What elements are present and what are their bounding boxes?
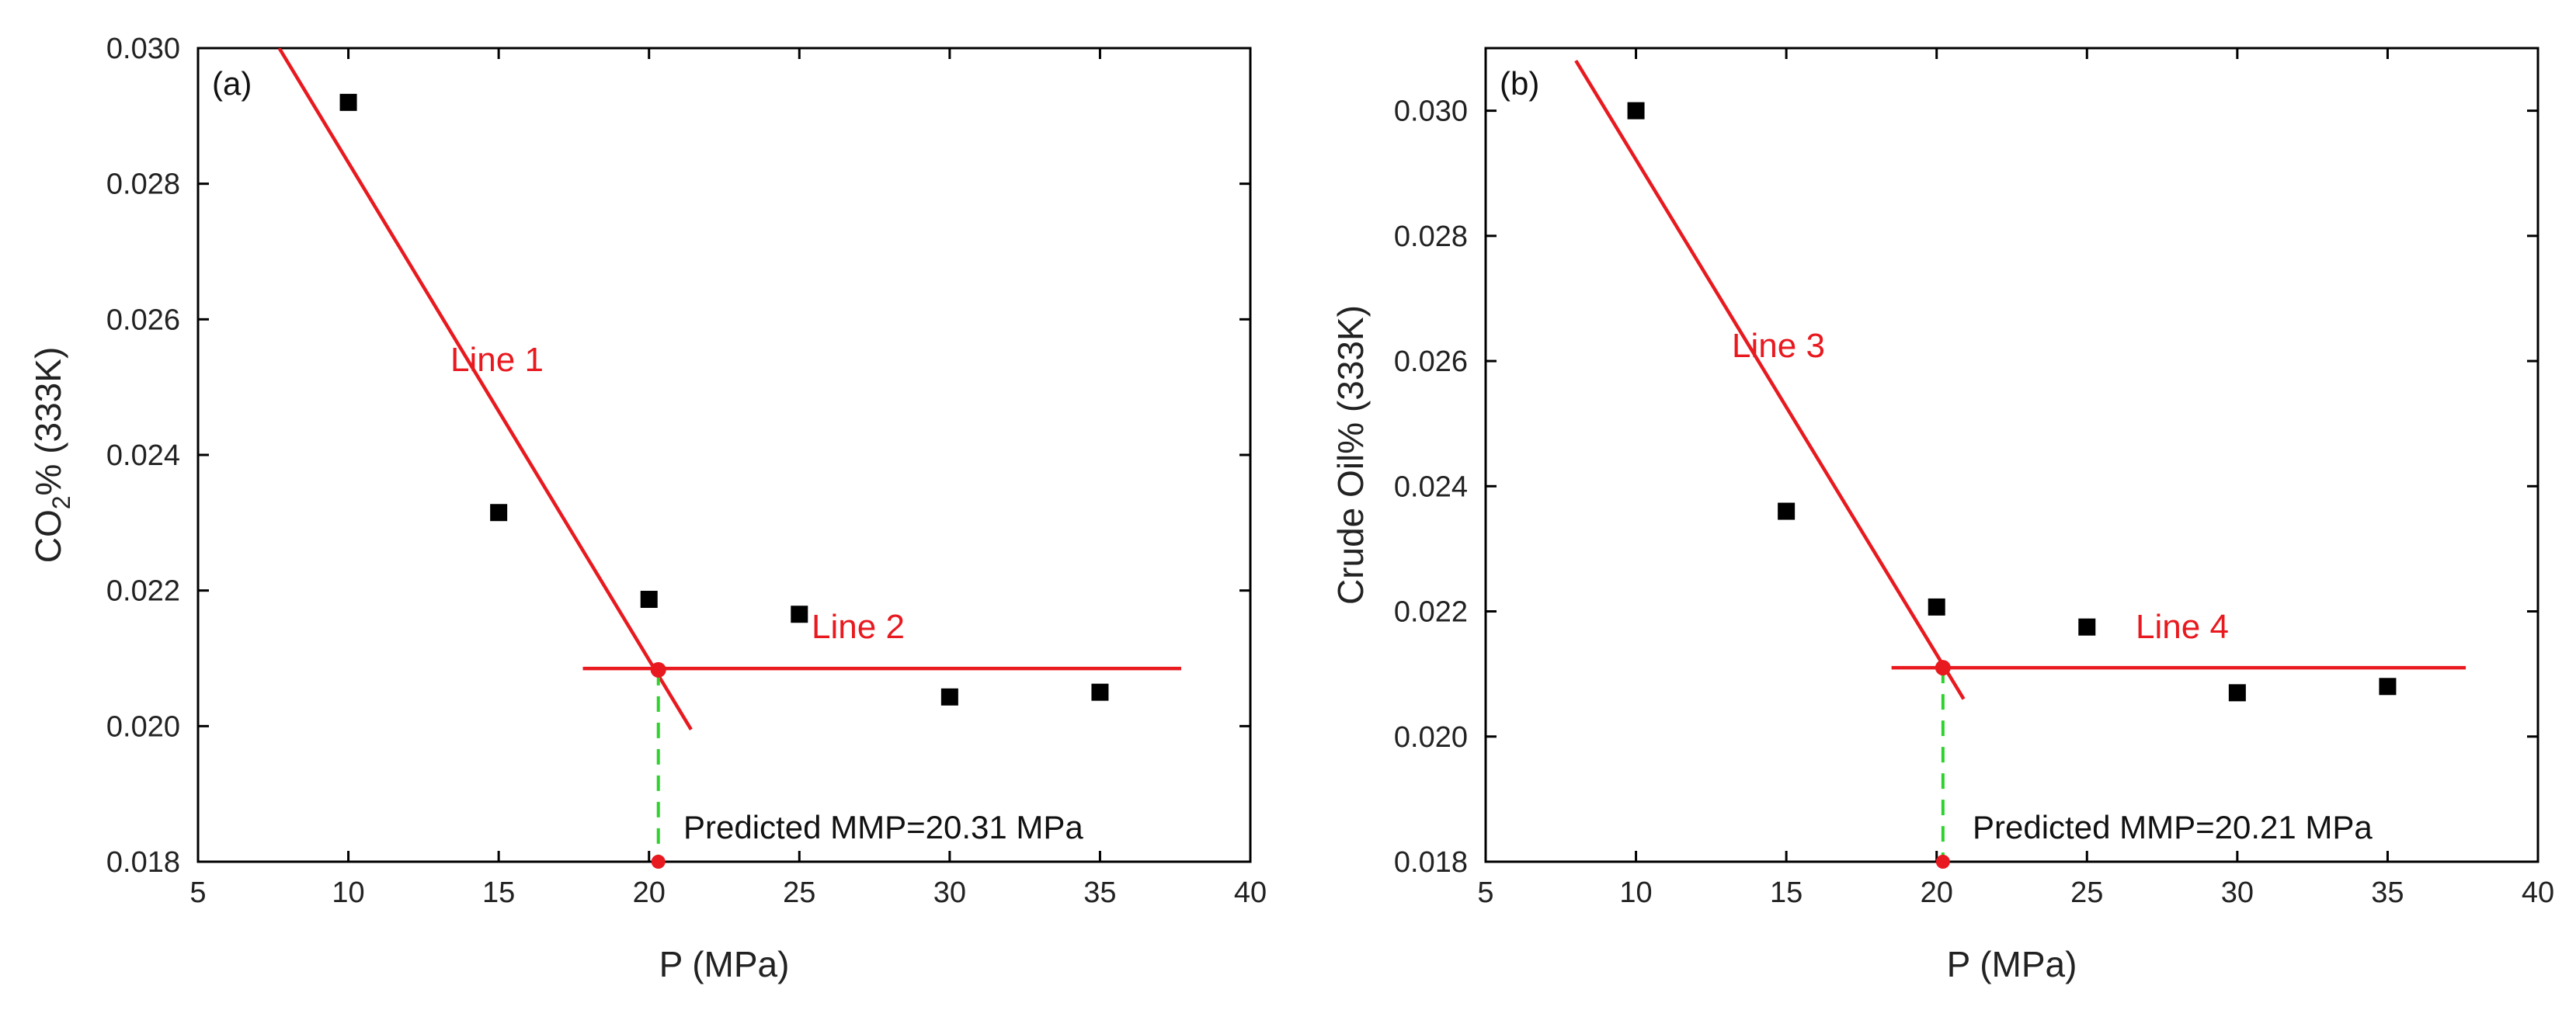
x-tick-label: 30 [2221,876,2254,909]
x-tick-label: 10 [1619,876,1652,909]
chart-panel-b: 5 10 15 20 25 30 35 40 0.018 0.020 0.022 0.024 0.026… [1330,47,2554,984]
x-tick-label: 20 [1921,876,1953,909]
x-tick-label: 20 [633,876,666,909]
data-point [1928,598,1945,616]
x-tick-label: 40 [2522,876,2554,909]
y-axis-label: Crude Oil% (333K) [1330,305,1371,605]
y-tick-label: 0.018 [106,846,180,879]
x-tick-label: 35 [2371,876,2404,909]
y-tick-label: 0.024 [106,439,180,472]
y-tick-label: 0.028 [106,168,180,201]
x-tick-label: 5 [1477,876,1493,909]
y-tick-label: 0.028 [1394,220,1468,253]
y-tick-label: 0.018 [1394,846,1468,879]
y-tick-label: 0.024 [1394,470,1468,503]
x-tick-label: 25 [2070,876,2103,909]
y-tick-label: 0.022 [1394,596,1468,629]
intersection-marker [650,661,666,678]
data-point [2078,618,2096,636]
fit-line-label: Line 1 [450,341,544,379]
panel-label: (a) [212,65,252,102]
fit-line-label: Line 3 [1732,327,1825,365]
plot-frame [1484,47,2539,863]
mmp-annotation: Predicted MMP=20.31 MPa [683,809,1083,845]
data-point [1091,683,1109,701]
x-axis-label: P (MPa) [659,944,790,984]
data-point [940,688,958,706]
data-point [2228,684,2246,702]
y-tick-label: 0.030 [1394,95,1468,128]
data-point [490,504,508,522]
data-point [339,93,357,111]
mmp-axis-marker [1935,855,1950,869]
data-point [1778,502,1796,520]
x-tick-label: 35 [1083,876,1116,909]
x-tick-label: 30 [933,876,966,909]
fit-line-line-3 [1574,59,1966,700]
fit-line-label: Line 4 [2136,608,2229,646]
panel-label: (b) [1500,65,1539,102]
x-tick-label: 25 [783,876,815,909]
fit-line-label: Line 2 [812,608,905,646]
plot-frame [196,47,1252,863]
x-tick-label: 40 [1234,876,1267,909]
data-point [1627,102,1645,120]
intersection-marker [1935,660,1951,676]
x-tick-label: 10 [332,876,364,909]
y-tick-label: 0.022 [106,575,180,608]
y-tick-label: 0.030 [106,33,180,65]
x-tick-label: 15 [482,876,515,909]
x-tick-label: 5 [189,876,206,909]
y-tick-label: 0.026 [106,304,180,336]
chart-panel-a: 5 10 15 20 25 30 35 40 0.018 0.020 0.022 0.024 0.026… [28,33,1267,984]
fit-line-line-1 [277,48,693,731]
y-tick-label: 0.026 [1394,345,1468,378]
y-tick-label: 0.020 [1394,721,1468,754]
mmp-axis-marker [651,855,666,869]
y-axis-label: CO2% (333K) [28,347,75,564]
mmp-annotation: Predicted MMP=20.21 MPa [1973,809,2373,845]
x-axis-label: P (MPa) [1947,944,2077,984]
data-point [791,606,808,623]
data-point [640,591,658,609]
data-point [2379,678,2397,696]
y-tick-label: 0.020 [106,710,180,743]
x-tick-label: 15 [1770,876,1803,909]
